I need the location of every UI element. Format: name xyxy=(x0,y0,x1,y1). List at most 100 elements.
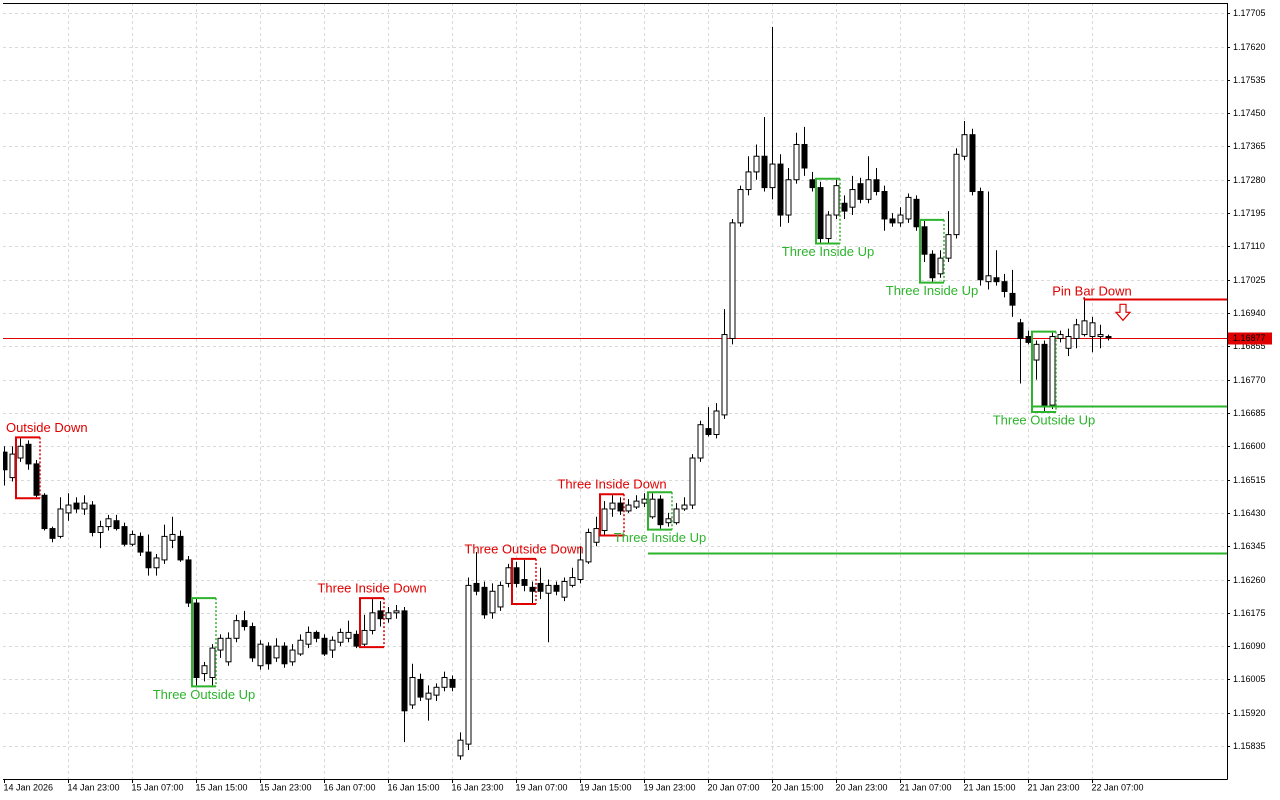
candle-body-down xyxy=(265,645,272,665)
pattern-box xyxy=(511,557,536,606)
candle-body-down xyxy=(193,602,200,678)
candle-body-down xyxy=(1017,322,1024,339)
candle-body-up xyxy=(81,502,88,510)
x-tick-label: 21 Jan 15:00 xyxy=(964,782,1016,792)
candle-body-up xyxy=(713,410,720,436)
candle-body-down xyxy=(185,559,192,604)
pattern-label: Three Outside Down xyxy=(0,420,88,435)
candle-body-down xyxy=(25,443,32,465)
candle-body-up xyxy=(601,508,608,532)
x-tick-label: 14 Jan 23:00 xyxy=(68,782,120,792)
candle-body-up xyxy=(625,504,632,512)
pattern-box xyxy=(15,436,40,500)
pattern-label: Three Outside Up xyxy=(993,412,1096,427)
candle-body-down xyxy=(1009,292,1016,306)
candle-body-up xyxy=(457,739,464,757)
x-tick-label: 15 Jan 07:00 xyxy=(132,782,184,792)
candle-body-up xyxy=(561,580,568,598)
x-tick-label: 16 Jan 23:00 xyxy=(452,782,504,792)
candle-body-up xyxy=(633,500,640,508)
candle-body-up xyxy=(217,637,224,651)
candle-body-up xyxy=(425,692,432,700)
candle-body-down xyxy=(321,637,328,655)
candle-body-down xyxy=(969,134,976,193)
candle-body-down xyxy=(657,498,664,526)
candle-body-down xyxy=(1001,281,1008,292)
candle-body-down xyxy=(449,678,456,688)
candle-body-up xyxy=(161,535,168,561)
y-tick-label: 1.17110 xyxy=(1233,241,1265,251)
pattern-box xyxy=(1031,330,1056,413)
pattern-box xyxy=(359,597,384,649)
candle-body-up xyxy=(289,649,296,663)
candle-body-up xyxy=(961,134,968,157)
candle-body-up xyxy=(753,155,760,173)
x-tick-label: 20 Jan 23:00 xyxy=(836,782,888,792)
candle-body-down xyxy=(921,226,928,255)
pattern-label: Three Inside Up xyxy=(886,283,979,298)
x-tick-label: 16 Jan 07:00 xyxy=(324,782,376,792)
candle-body-up xyxy=(905,196,912,220)
candle-body-down xyxy=(873,179,880,193)
candle-body-up xyxy=(169,533,176,541)
candle-body-down xyxy=(553,584,560,592)
candle-body-up xyxy=(793,143,800,181)
candle-body-up xyxy=(569,577,576,586)
candle-body-down xyxy=(241,620,248,628)
candle-body-down xyxy=(89,504,96,533)
candle-body-up xyxy=(385,612,392,620)
y-tick-label: 1.16005 xyxy=(1233,674,1266,684)
candle-body-up xyxy=(273,645,280,659)
candle-body-up xyxy=(337,631,344,643)
y-tick-label: 1.16515 xyxy=(1233,475,1266,485)
pattern-box xyxy=(191,597,216,688)
y-tick-label: 1.16940 xyxy=(1233,308,1266,318)
candle-body-down xyxy=(529,586,536,592)
candle-body-up xyxy=(985,275,992,283)
y-tick-label: 1.16685 xyxy=(1233,408,1266,418)
candle-body-up xyxy=(593,528,600,543)
candle-body-up xyxy=(1097,334,1104,338)
candle-body-up xyxy=(953,153,960,236)
x-tick-label: 15 Jan 23:00 xyxy=(260,782,312,792)
candle-body-up xyxy=(497,584,504,608)
y-tick-label: 1.16770 xyxy=(1233,375,1266,385)
pattern-box xyxy=(647,491,672,531)
candle-body-up xyxy=(297,639,304,655)
candle-body-down xyxy=(73,502,80,510)
candle-body-down xyxy=(777,163,784,216)
x-tick-label: 16 Jan 15:00 xyxy=(388,782,440,792)
y-tick-label: 1.16600 xyxy=(1233,441,1266,451)
candle-body-up xyxy=(1049,336,1056,406)
current-price-label: 1.16877 xyxy=(1233,333,1266,343)
candle-body-up xyxy=(937,257,944,275)
candle-body-up xyxy=(9,453,16,479)
y-tick-label: 1.17620 xyxy=(1233,42,1266,52)
candle-body-up xyxy=(945,234,952,259)
candle-body-down xyxy=(177,535,184,561)
candle-body-down xyxy=(513,567,520,584)
candle-body-down xyxy=(401,610,408,712)
candle-body-down xyxy=(1105,336,1112,339)
y-tick-label: 1.16345 xyxy=(1233,541,1266,551)
candle-body-up xyxy=(1089,322,1096,338)
candle-body-down xyxy=(113,520,120,530)
candle-body-up xyxy=(865,179,872,200)
candle-body-up xyxy=(433,686,440,696)
candle-body-down xyxy=(801,143,808,169)
candle-body-up xyxy=(201,665,208,675)
candle-body-up xyxy=(361,629,368,645)
pattern-box xyxy=(599,493,624,537)
candle-body-up xyxy=(1033,343,1040,361)
candle-body-up xyxy=(441,676,448,688)
candle-body-down xyxy=(33,463,40,496)
candle-body-down xyxy=(817,187,824,240)
candle-body-up xyxy=(97,526,104,533)
candle-body-down xyxy=(977,191,984,281)
candle-body-down xyxy=(761,155,768,189)
candle-body-down xyxy=(809,179,816,189)
y-tick-label: 1.17450 xyxy=(1233,108,1266,118)
candle-body-up xyxy=(737,189,744,224)
